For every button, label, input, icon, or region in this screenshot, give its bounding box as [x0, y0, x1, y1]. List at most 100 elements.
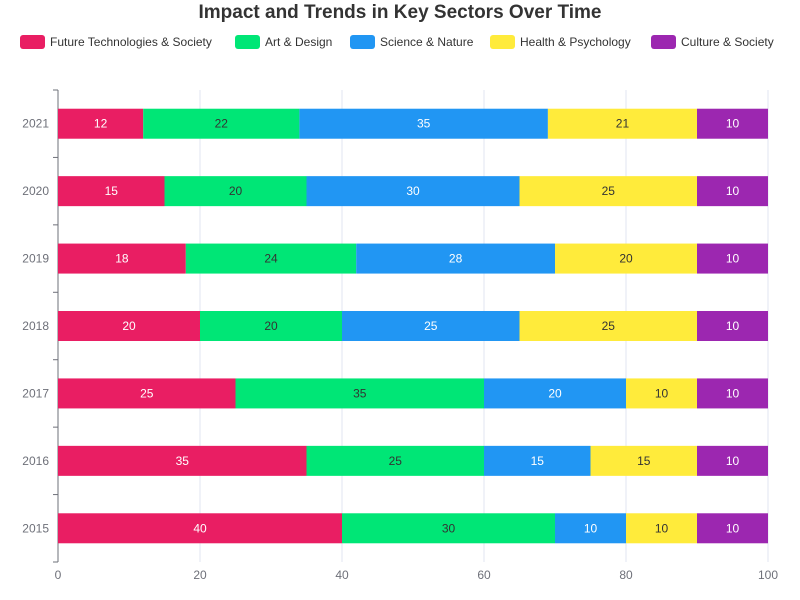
- bar-segment: [58, 513, 342, 544]
- legend: Future Technologies & Society Art & Desig…: [0, 34, 800, 50]
- legend-label: Future Technologies & Society: [50, 35, 212, 49]
- legend-label: Health & Psychology: [520, 35, 631, 49]
- y-tick-label: 2016: [22, 454, 49, 468]
- bar-segment: [697, 176, 768, 207]
- bar-segment: [235, 378, 484, 409]
- data-label: 35: [176, 454, 190, 468]
- bar-segment: [547, 108, 697, 139]
- bar-segment: [58, 243, 186, 274]
- bar-segment: [342, 513, 555, 544]
- bar-segment: [306, 445, 484, 476]
- bar-segment: [697, 311, 768, 341]
- data-label: 10: [726, 454, 740, 468]
- bar-segment: [143, 108, 300, 139]
- data-label: 10: [655, 386, 669, 400]
- data-label: 12: [94, 117, 108, 131]
- bar-segment: [200, 311, 342, 341]
- data-label: 20: [548, 386, 562, 400]
- y-tick-label: 2021: [22, 117, 49, 131]
- bar-segment: [484, 378, 626, 409]
- data-label: 10: [726, 184, 740, 198]
- bar-segment: [697, 378, 768, 409]
- legend-label: Culture & Society: [681, 35, 774, 49]
- bar-segment: [58, 176, 165, 207]
- data-label: 10: [726, 386, 740, 400]
- y-tick-label: 2019: [22, 252, 49, 266]
- bar-segment: [697, 108, 768, 139]
- data-label: 15: [637, 454, 651, 468]
- data-label: 35: [353, 386, 367, 400]
- legend-swatch: [235, 35, 260, 49]
- y-tick-label: 2015: [22, 521, 49, 535]
- chart-title: Impact and Trends in Key Sectors Over Ti…: [198, 2, 602, 23]
- y-tick-label: 2020: [22, 184, 49, 198]
- data-label: 20: [619, 252, 633, 266]
- data-label: 25: [140, 386, 154, 400]
- bar-segment: [555, 513, 626, 544]
- data-label: 10: [726, 117, 740, 131]
- legend-item[interactable]: Art & Design: [235, 34, 332, 50]
- data-label: 25: [602, 184, 616, 198]
- bar-segment: [555, 243, 697, 274]
- bar-segment: [697, 513, 768, 544]
- bar-segment: [626, 378, 697, 409]
- data-label: 15: [531, 454, 545, 468]
- legend-item[interactable]: Health & Psychology: [490, 34, 631, 50]
- bar-segment: [58, 108, 144, 139]
- legend-swatch: [20, 35, 45, 49]
- legend-item[interactable]: Science & Nature: [350, 34, 473, 50]
- data-label: 35: [417, 117, 431, 131]
- x-tick-label: 20: [193, 568, 207, 582]
- legend-label: Science & Nature: [380, 35, 474, 49]
- x-tick-label: 60: [477, 568, 491, 582]
- bar-segment: [185, 243, 357, 274]
- bar-segment: [590, 445, 697, 476]
- data-label: 10: [655, 521, 669, 535]
- bar-segment: [58, 311, 200, 341]
- data-label: 25: [389, 454, 403, 468]
- legend-item[interactable]: Future Technologies & Society: [20, 34, 212, 50]
- y-tick-label: 2018: [22, 319, 49, 333]
- data-label: 28: [449, 252, 463, 266]
- bar-segment: [299, 108, 548, 139]
- data-label: 18: [115, 252, 129, 266]
- bar-segment: [306, 176, 520, 207]
- data-label: 30: [442, 521, 456, 535]
- bar-segment: [626, 513, 697, 544]
- bar-segment: [519, 311, 697, 341]
- data-label: 22: [215, 117, 229, 131]
- bar-segment: [58, 378, 236, 409]
- bar-segment: [58, 445, 307, 476]
- data-label: 25: [424, 319, 438, 333]
- bar-segment: [484, 445, 591, 476]
- legend-swatch: [350, 35, 375, 49]
- data-label: 10: [584, 521, 598, 535]
- data-label: 20: [229, 184, 243, 198]
- x-tick-label: 80: [619, 568, 633, 582]
- data-label: 30: [406, 184, 420, 198]
- y-tick-label: 2017: [22, 386, 49, 400]
- legend-item[interactable]: Culture & Society: [651, 34, 774, 50]
- data-label: 20: [264, 319, 278, 333]
- data-label: 10: [726, 521, 740, 535]
- bar-segment: [342, 311, 520, 341]
- data-label: 20: [122, 319, 136, 333]
- legend-swatch: [490, 35, 515, 49]
- data-label: 40: [193, 521, 207, 535]
- bar-segment: [519, 176, 697, 207]
- bar-segment: [356, 243, 555, 274]
- data-label: 10: [726, 252, 740, 266]
- legend-swatch: [651, 35, 676, 49]
- x-tick-label: 100: [758, 568, 778, 582]
- x-tick-label: 0: [55, 568, 62, 582]
- legend-label: Art & Design: [265, 35, 333, 49]
- data-label: 21: [616, 117, 630, 131]
- bar-segment: [697, 243, 768, 274]
- bar-segment: [697, 445, 768, 476]
- x-tick-label: 40: [335, 568, 349, 582]
- data-label: 15: [105, 184, 119, 198]
- data-label: 24: [264, 252, 278, 266]
- data-label: 25: [602, 319, 616, 333]
